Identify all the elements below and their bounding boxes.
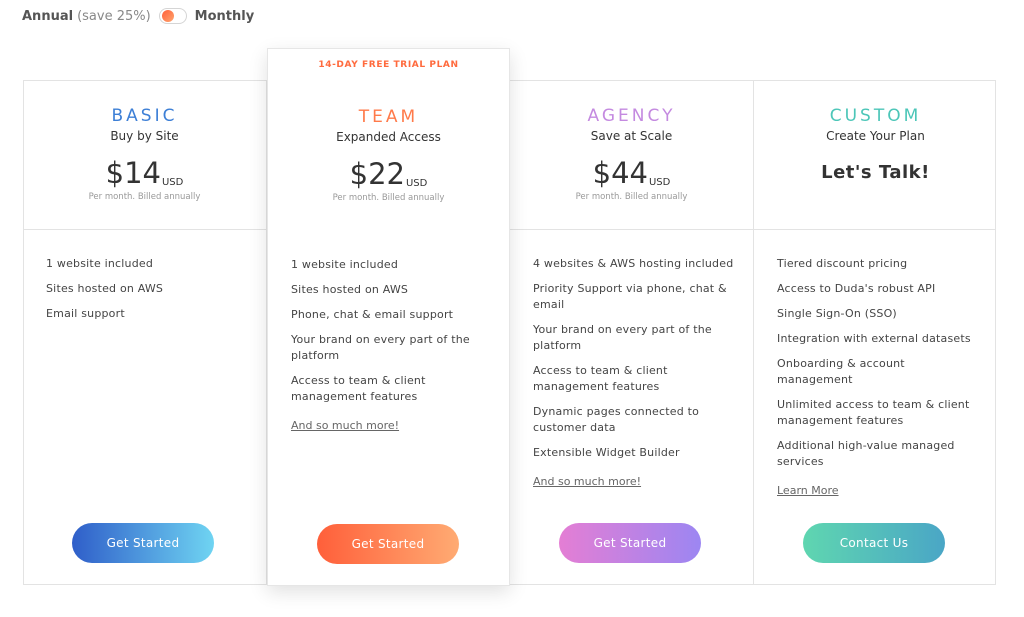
plan-subtitle: Expanded Access <box>336 130 441 144</box>
billing-note: Per month. Billed annually <box>332 193 445 203</box>
price-amount: $22 <box>349 157 405 191</box>
plan-agency: AGENCY Save at Scale $44USD Per month. B… <box>510 80 753 585</box>
feature-item: Sites hosted on AWS <box>46 282 164 295</box>
lets-talk-headline: Let's Talk! <box>821 162 930 183</box>
plan-name: BASIC <box>111 106 178 126</box>
column-divider <box>753 80 754 585</box>
feature-item: Phone, chat & email support <box>291 308 454 321</box>
billing-switch[interactable] <box>158 8 187 24</box>
billing-note: Per month. Billed annually <box>88 192 201 202</box>
price-currency: USD <box>648 177 671 188</box>
feature-item: Additional high-value managed services <box>777 439 955 468</box>
feature-item: Your brand on every part of the platform <box>291 333 470 362</box>
plan-subtitle: Save at Scale <box>590 129 673 143</box>
get-started-button[interactable]: Get Started <box>559 523 701 563</box>
plan-name: CUSTOM <box>829 106 922 126</box>
price-amount: $14 <box>105 156 161 190</box>
plan-subtitle: Create Your Plan <box>826 129 925 143</box>
feature-item: Onboarding & account management <box>777 357 905 386</box>
annual-label[interactable]: Annual <box>22 8 74 24</box>
feature-list: 4 websites & AWS hosting included Priori… <box>533 256 739 490</box>
feature-item: Access to team & client management featu… <box>533 364 668 393</box>
plan-team: 14-DAY FREE TRIAL PLAN TEAM Expanded Acc… <box>267 48 510 586</box>
get-started-button[interactable]: Get Started <box>72 523 214 563</box>
price-currency: USD <box>161 177 184 188</box>
get-started-button[interactable]: Get Started <box>317 524 459 564</box>
switch-knob <box>161 10 174 22</box>
plan-custom: CUSTOM Create Your Plan Let's Talk! Tier… <box>754 80 997 585</box>
plan-subtitle: Buy by Site <box>110 129 179 143</box>
feature-item: Access to team & client management featu… <box>291 374 426 403</box>
feature-item: Sites hosted on AWS <box>291 283 409 296</box>
more-link[interactable]: And so much more! <box>533 475 642 488</box>
feature-item: Single Sign-On (SSO) <box>777 307 897 320</box>
feature-item: 4 websites & AWS hosting included <box>533 257 734 270</box>
feature-item: Integration with external datasets <box>777 332 971 345</box>
feature-item: Your brand on every part of the platform <box>533 323 712 352</box>
plan-basic: BASIC Buy by Site $14USD Per month. Bill… <box>23 80 266 585</box>
column-divider <box>266 80 267 585</box>
feature-item: Dynamic pages connected to customer data <box>533 405 700 434</box>
monthly-label[interactable]: Monthly <box>194 8 255 24</box>
billing-note: Per month. Billed annually <box>575 192 688 202</box>
plan-price: $14USD <box>23 155 266 201</box>
feature-item: 1 website included <box>46 257 154 270</box>
plan-name: AGENCY <box>587 106 676 126</box>
price-currency: USD <box>405 178 428 189</box>
feature-item: 1 website included <box>291 258 399 271</box>
learn-more-link[interactable]: Learn More <box>777 484 839 497</box>
plan-name: TEAM <box>358 107 419 127</box>
feature-item: Extensible Widget Builder <box>533 446 680 459</box>
plan-price: $44USD <box>510 155 753 201</box>
feature-item: Tiered discount pricing <box>777 257 908 270</box>
more-link[interactable]: And so much more! <box>291 419 400 432</box>
contact-us-button[interactable]: Contact Us <box>803 523 945 563</box>
trial-badge: 14-DAY FREE TRIAL PLAN <box>318 60 459 70</box>
feature-item: Email support <box>46 307 125 320</box>
feature-item: Unlimited access to team & client manage… <box>777 398 970 427</box>
feature-item: Access to Duda's robust API <box>777 282 936 295</box>
feature-list: Tiered discount pricing Access to Duda's… <box>777 256 983 499</box>
plan-price: $22USD <box>268 156 509 202</box>
save-label: (save 25%) <box>77 8 151 24</box>
feature-list: 1 website included Sites hosted on AWS P… <box>291 257 495 434</box>
billing-toggle: Annual (save 25%) Monthly <box>22 6 254 26</box>
feature-item: Priority Support via phone, chat & email <box>533 282 727 311</box>
price-amount: $44 <box>592 156 648 190</box>
plan-body: TEAM Expanded Access $22USD Per month. B… <box>268 81 509 617</box>
feature-list: 1 website included Sites hosted on AWS E… <box>46 256 252 331</box>
